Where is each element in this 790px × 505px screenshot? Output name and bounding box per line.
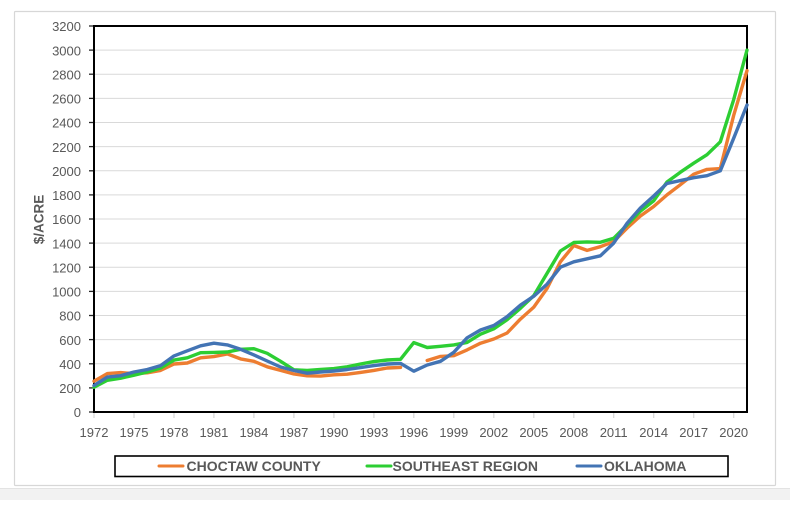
svg-text:600: 600 [59, 333, 81, 348]
svg-text:1200: 1200 [52, 260, 81, 275]
svg-text:2014: 2014 [639, 425, 668, 440]
svg-text:1987: 1987 [279, 425, 308, 440]
svg-text:0: 0 [74, 405, 81, 420]
svg-text:1981: 1981 [199, 425, 228, 440]
svg-text:1600: 1600 [52, 212, 81, 227]
svg-text:1993: 1993 [359, 425, 388, 440]
svg-text:SOUTHEAST REGION: SOUTHEAST REGION [393, 458, 538, 474]
svg-text:CHOCTAW COUNTY: CHOCTAW COUNTY [187, 458, 322, 474]
svg-text:2600: 2600 [52, 92, 81, 107]
svg-text:2005: 2005 [519, 425, 548, 440]
svg-text:2017: 2017 [679, 425, 708, 440]
svg-text:2002: 2002 [479, 425, 508, 440]
svg-text:200: 200 [59, 381, 81, 396]
svg-text:2008: 2008 [559, 425, 588, 440]
svg-text:2800: 2800 [52, 68, 81, 83]
svg-text:3200: 3200 [52, 19, 81, 34]
svg-text:400: 400 [59, 357, 81, 372]
svg-text:2400: 2400 [52, 116, 81, 131]
svg-text:1996: 1996 [399, 425, 428, 440]
svg-text:1975: 1975 [120, 425, 149, 440]
svg-text:800: 800 [59, 309, 81, 324]
svg-text:1972: 1972 [80, 425, 109, 440]
svg-text:1999: 1999 [439, 425, 468, 440]
svg-text:OKLAHOMA: OKLAHOMA [604, 458, 686, 474]
svg-text:1978: 1978 [160, 425, 189, 440]
svg-text:1400: 1400 [52, 236, 81, 251]
svg-text:2020: 2020 [719, 425, 748, 440]
svg-text:1800: 1800 [52, 188, 81, 203]
svg-text:2000: 2000 [52, 164, 81, 179]
svg-text:1990: 1990 [319, 425, 348, 440]
svg-text:2011: 2011 [600, 425, 628, 440]
svg-text:3000: 3000 [52, 43, 81, 58]
svg-text:1000: 1000 [52, 285, 81, 300]
svg-text:$/ACRE: $/ACRE [32, 195, 47, 245]
svg-text:1984: 1984 [239, 425, 268, 440]
svg-text:2200: 2200 [52, 140, 81, 155]
